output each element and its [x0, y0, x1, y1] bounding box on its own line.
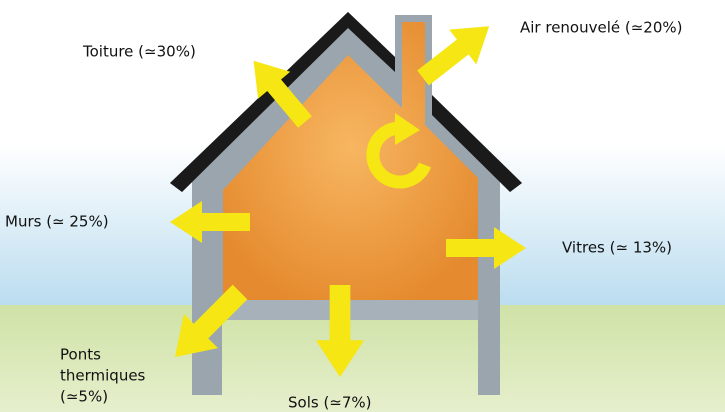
- circulation-arrow-head: [395, 113, 420, 145]
- roof-right: [432, 95, 522, 192]
- roof-left: [170, 12, 395, 192]
- house-interior: [223, 22, 478, 300]
- circulation-arrow: [366, 121, 432, 189]
- label: (≃5%): [60, 388, 108, 406]
- ground: [0, 305, 725, 412]
- label: Murs (≃ 25%): [5, 213, 109, 231]
- label: Vitres (≃ 13%): [562, 239, 672, 257]
- label: Sols (≃7%): [288, 394, 372, 412]
- label: Toiture (≃30%): [82, 43, 196, 61]
- label: thermiques: [60, 367, 146, 385]
- label: Air renouvelé (≃20%): [520, 19, 683, 37]
- label: Ponts: [60, 346, 101, 364]
